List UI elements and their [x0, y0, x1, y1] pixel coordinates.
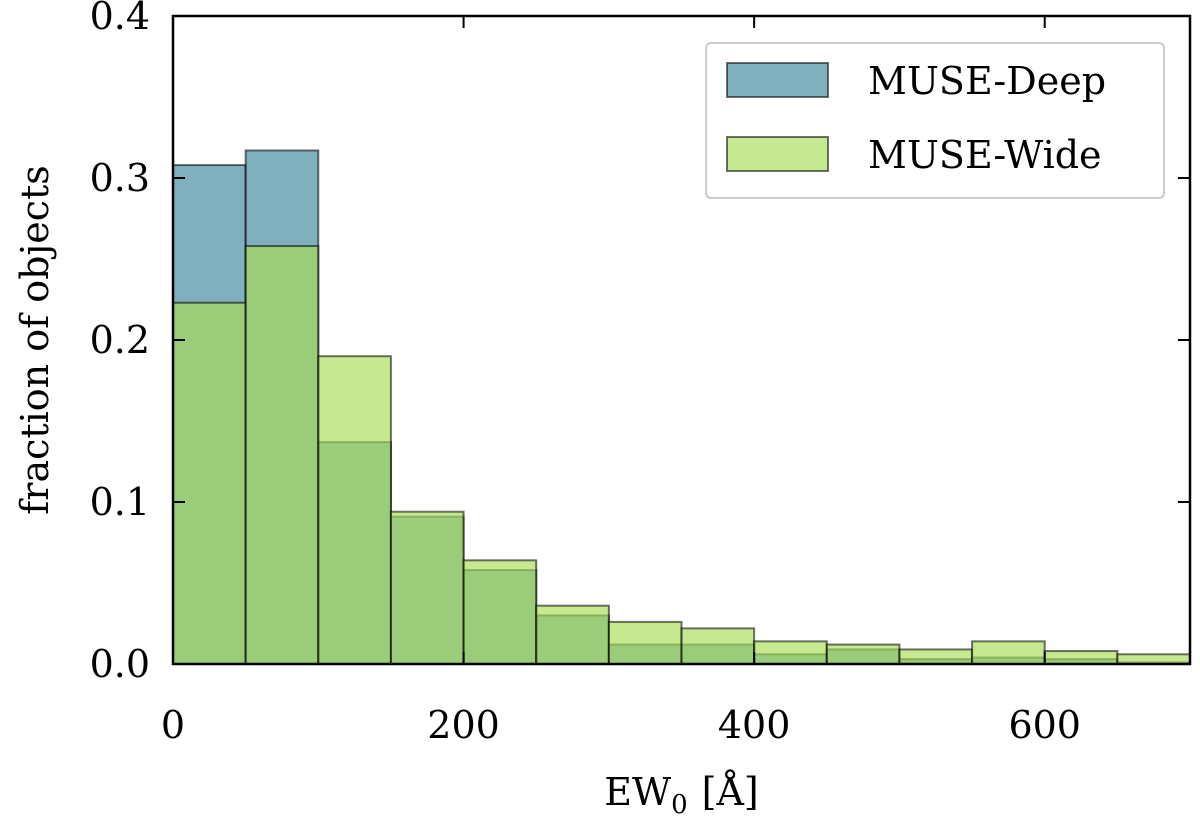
bar-muse-wide-bin-7 [680, 627, 756, 665]
bar-muse-wide-bin-0 [172, 301, 247, 665]
legend-swatch-muse-deep [726, 62, 829, 98]
x-tick-label: 200 [427, 703, 500, 747]
bar-muse-wide-bin-4 [462, 559, 538, 666]
bar-muse-wide-bin-1 [244, 245, 320, 665]
tick-labels-layer: 0 200 400 600 0.0 0.1 0.2 0.3 0.4 [90, 0, 1081, 747]
bar-muse-wide-bin-8 [753, 640, 828, 666]
x-axis-label-subscript: 0 [671, 790, 688, 820]
bar-muse-wide-bin-10 [898, 648, 974, 665]
legend: MUSE-Deep MUSE-Wide [705, 42, 1165, 199]
bar-muse-wide-bin-2 [317, 355, 392, 665]
bar-muse-wide-bin-11 [971, 640, 1046, 666]
x-axis-label-unit: [Å] [702, 770, 759, 814]
bars-layer [172, 149, 1192, 666]
x-axis-label-main: EW [604, 770, 671, 814]
bar-muse-wide-bin-13 [1116, 653, 1192, 666]
y-tick-label: 0.3 [90, 156, 150, 200]
plot-frame [171, 14, 1192, 666]
y-axis-label: fraction of objects [13, 165, 57, 515]
x-tick-label: 400 [718, 703, 791, 747]
bar-muse-wide-bin-3 [389, 510, 465, 665]
y-tick-label: 0.2 [90, 318, 150, 362]
legend-label-muse-wide: MUSE-Wide [868, 133, 1102, 177]
bar-muse-wide-bin-6 [607, 620, 683, 666]
x-tick-label: 0 [161, 703, 185, 747]
y-tick-label: 0.1 [90, 480, 150, 524]
x-axis-label: EW0 [Å] [604, 770, 758, 820]
bar-muse-wide-bin-5 [535, 604, 610, 665]
y-tick-label: 0.4 [90, 0, 150, 38]
bar-muse-wide-bin-9 [825, 643, 901, 665]
legend-swatch-muse-wide [726, 136, 829, 172]
x-tick-label: 600 [1008, 703, 1081, 747]
y-tick-label: 0.0 [90, 642, 150, 686]
bar-muse-wide-bin-12 [1043, 650, 1119, 665]
legend-label-muse-deep: MUSE-Deep [868, 59, 1106, 103]
